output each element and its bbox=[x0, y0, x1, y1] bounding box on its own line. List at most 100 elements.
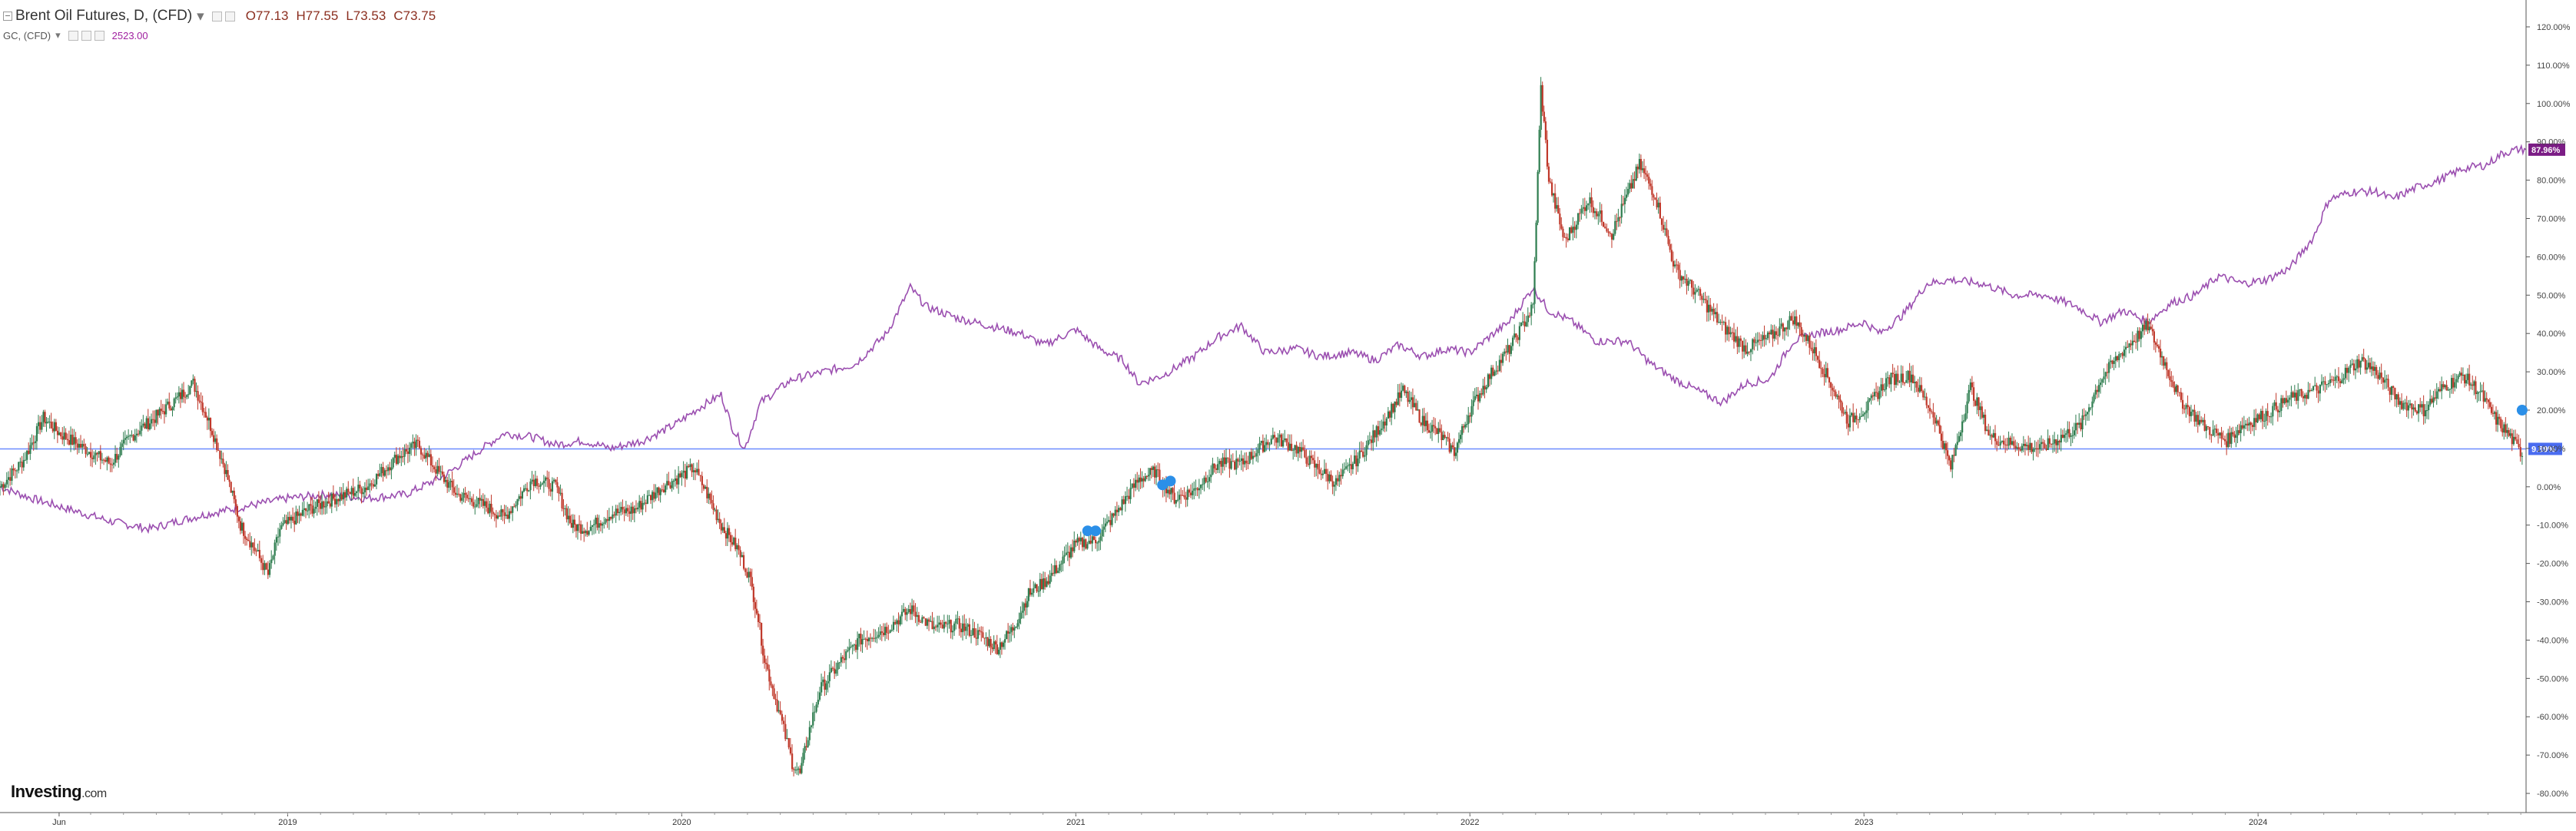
candle-body bbox=[770, 681, 772, 686]
compare-visibility-icon[interactable] bbox=[68, 30, 78, 41]
candle-body bbox=[9, 477, 12, 481]
event-markers[interactable] bbox=[1082, 405, 2528, 537]
candle-body bbox=[1636, 166, 1639, 170]
candle-body bbox=[2341, 379, 2343, 383]
event-marker-icon[interactable] bbox=[1165, 475, 1176, 487]
candle-body bbox=[1996, 441, 1998, 445]
candle-body bbox=[1013, 627, 1016, 631]
candle-body bbox=[393, 455, 396, 459]
candle-body bbox=[874, 637, 877, 639]
candle-body bbox=[1646, 174, 1649, 177]
candle-body bbox=[1188, 489, 1191, 493]
candle-body bbox=[301, 509, 303, 516]
legend-symbol[interactable]: Brent Oil Futures, D, (CFD) bbox=[15, 8, 193, 24]
candle-body bbox=[194, 379, 196, 392]
candle-body bbox=[684, 470, 686, 479]
candle-body bbox=[2177, 385, 2179, 392]
candle-body bbox=[1242, 458, 1245, 465]
candle-body bbox=[1217, 464, 1219, 470]
candle-body bbox=[1620, 204, 1623, 218]
candle-body bbox=[1881, 384, 1884, 391]
candle-body bbox=[2013, 441, 2015, 446]
candle-body bbox=[1984, 414, 1987, 432]
candle-body bbox=[1265, 442, 1268, 445]
event-marker-icon[interactable] bbox=[1089, 525, 1101, 537]
candle-body bbox=[2521, 455, 2524, 457]
candle-body bbox=[1047, 581, 1049, 584]
candle-body bbox=[541, 483, 543, 485]
candle-body bbox=[1667, 236, 1669, 244]
candle-body bbox=[1535, 222, 1537, 262]
candle-body bbox=[2390, 386, 2393, 395]
candle-body bbox=[1091, 536, 1093, 544]
candle-body bbox=[174, 397, 177, 399]
candle-body bbox=[250, 542, 253, 548]
candle-body bbox=[1818, 359, 1821, 369]
candle-body bbox=[346, 488, 348, 498]
candle-body bbox=[1474, 396, 1476, 401]
candle-body bbox=[1815, 347, 1818, 356]
candle-body bbox=[522, 488, 525, 492]
candle-body bbox=[330, 493, 333, 507]
candle-body bbox=[808, 727, 811, 740]
candle-body bbox=[1944, 443, 1948, 451]
candle-body bbox=[206, 417, 209, 421]
candle-body bbox=[471, 498, 473, 502]
legend-menu-icon[interactable]: ▾ bbox=[197, 8, 204, 25]
candle-body bbox=[1065, 552, 1067, 555]
candle-body bbox=[2447, 389, 2449, 391]
candle-body bbox=[415, 439, 417, 449]
candle-body bbox=[858, 634, 860, 639]
collapse-icon[interactable] bbox=[3, 12, 12, 21]
candle-body bbox=[392, 458, 394, 468]
candle-body bbox=[2334, 376, 2336, 381]
candle-body bbox=[1940, 433, 1942, 441]
candle-body bbox=[986, 637, 989, 647]
compare-symbol[interactable]: GC, (CFD) bbox=[3, 29, 51, 41]
candle-body bbox=[98, 451, 100, 455]
candle-body bbox=[1958, 435, 1960, 442]
candle-body bbox=[1436, 428, 1438, 434]
candle-body bbox=[1660, 218, 1663, 225]
candle-body bbox=[2131, 340, 2133, 346]
candle-body bbox=[1015, 626, 1017, 628]
time-axis[interactable]: Jun 2019 2020 2021 2022 2023 2024 bbox=[0, 812, 2576, 827]
event-marker-icon[interactable] bbox=[2516, 405, 2528, 416]
candle-body bbox=[1619, 217, 1621, 219]
close-icon[interactable] bbox=[224, 11, 235, 22]
candle-body bbox=[921, 617, 923, 623]
candle-body bbox=[909, 609, 912, 614]
compare-close-icon[interactable] bbox=[94, 30, 104, 41]
candle-body bbox=[1354, 455, 1356, 464]
candle-body bbox=[694, 470, 697, 473]
candle-body bbox=[2419, 404, 2422, 408]
event-marker-icon[interactable] bbox=[1082, 525, 1093, 537]
candle-body bbox=[866, 638, 868, 641]
candle-body bbox=[476, 504, 478, 507]
candle-body bbox=[1629, 183, 1631, 190]
candle-body bbox=[2304, 395, 2306, 399]
candle-body bbox=[1492, 367, 1494, 376]
candle-body bbox=[1004, 639, 1006, 643]
candle-body bbox=[828, 672, 830, 681]
settings-icon[interactable] bbox=[211, 11, 222, 22]
candle-body bbox=[2289, 397, 2291, 400]
candle-body bbox=[990, 638, 992, 648]
candle-body bbox=[643, 502, 645, 504]
price-axis[interactable]: 120.00%110.00%100.00%90.00%80.00%70.00%6… bbox=[2525, 0, 2571, 813]
candle-body bbox=[1726, 326, 1729, 335]
y-tick-label: -60.00% bbox=[2537, 713, 2568, 722]
candle-body bbox=[2193, 409, 2196, 422]
candle-body bbox=[1192, 490, 1194, 495]
candle-body bbox=[1404, 386, 1406, 393]
candle-body bbox=[2090, 407, 2092, 409]
candle-body bbox=[243, 522, 245, 536]
candle-body bbox=[1398, 392, 1401, 398]
compare-settings-icon[interactable] bbox=[81, 30, 91, 41]
candle-body bbox=[2186, 405, 2189, 408]
candle-body bbox=[1415, 402, 1417, 411]
ohlc-open: O77.13 bbox=[245, 8, 289, 23]
y-tick-label: 70.00% bbox=[2537, 214, 2566, 223]
compare-menu-icon[interactable]: ▾ bbox=[55, 29, 61, 41]
